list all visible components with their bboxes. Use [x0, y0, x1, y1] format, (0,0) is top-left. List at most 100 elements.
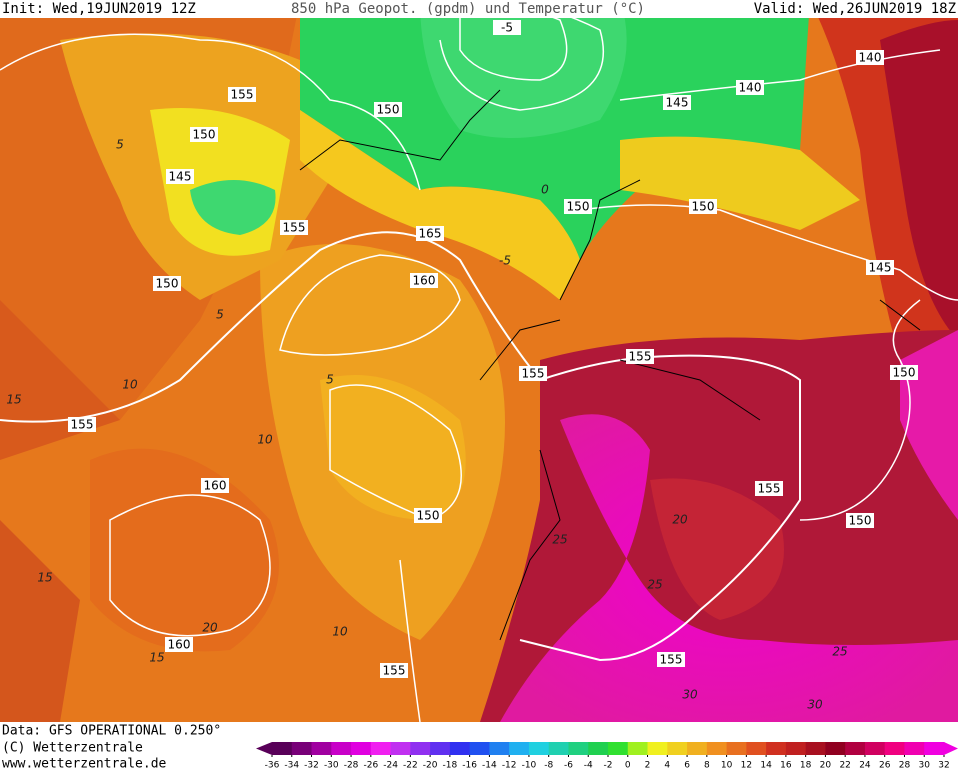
colorbar-tick-label: 10 [721, 761, 733, 770]
geopotential-label: 150 [692, 200, 715, 214]
contour-label-box [414, 508, 442, 523]
colorbar-cell [509, 742, 530, 755]
contour-label-box [374, 102, 402, 117]
contour-label-box [755, 481, 783, 496]
colorbar-cell [647, 742, 668, 755]
contour-label-box [153, 276, 181, 291]
data-source: Data: GFS OPERATIONAL 0.250° [2, 724, 221, 739]
colorbar-cell [588, 742, 609, 755]
colorbar-tick-label: 24 [859, 761, 871, 770]
temperature-label: 10 [122, 378, 138, 392]
contour-label-box [564, 199, 592, 214]
colorbar-tick-label: -32 [304, 761, 319, 770]
colorbar-cell [706, 742, 728, 755]
geopotential-label: 150 [156, 277, 179, 291]
colorbar-cell [449, 742, 471, 755]
contour-label-box [626, 349, 654, 364]
geopotential-label: 160 [413, 274, 436, 288]
colorbar-cell [528, 742, 550, 755]
geopotential-label: 155 [231, 88, 254, 102]
colorbar-tick-label: -18 [443, 761, 458, 770]
colorbar-tick-label: 14 [760, 761, 772, 770]
colorbar-cell [311, 742, 332, 755]
colorbar-tick-label: 30 [919, 761, 931, 770]
temperature-label: 30 [807, 698, 823, 712]
colorbar-tick-label: -10 [522, 761, 537, 770]
temperature-label: 0 [541, 183, 549, 197]
temperature-label: 25 [647, 578, 662, 592]
contour-label-box [68, 417, 96, 432]
colorbar-cell [568, 742, 589, 755]
temperature-label: 5 [116, 138, 124, 152]
colorbar-tick-label: -8 [544, 761, 553, 770]
geopotential-label: 155 [758, 482, 781, 496]
colorbar-tick-label: -36 [265, 761, 280, 770]
colorbar-cell [548, 742, 569, 755]
colorbar-cell [687, 742, 708, 755]
temperature-label: 10 [257, 433, 273, 447]
colorbar: -36 -34 -32 -30 -28 -26 -24 -22 -20 -18 -16 -14 -12-… [256, 742, 958, 770]
geopotential-label: 145 [869, 261, 892, 275]
contour-label-box [657, 652, 685, 667]
contour-label-box [165, 637, 193, 652]
colorbar-cell [489, 742, 510, 755]
colorbar-tick-label: -12 [502, 761, 517, 770]
colorbar-cell [924, 742, 945, 755]
colorbar-tick-label: 26 [879, 761, 891, 770]
colorbar-tick-label: -2 [604, 761, 613, 770]
contour-label-box [519, 366, 547, 381]
colorbar-cell [667, 742, 688, 755]
colorbar-cell [785, 742, 807, 755]
colorbar-cell [331, 742, 352, 755]
colorbar-tick-label: -20 [423, 761, 438, 770]
contour-label-box [416, 226, 444, 241]
colorbar-cell [272, 742, 293, 755]
geopotential-label: 155 [629, 350, 652, 364]
geopotential-label: 140 [859, 51, 882, 65]
colorbar-tick-label: 8 [704, 761, 710, 770]
contour-label-box [410, 273, 438, 288]
init-time: Init: Wed,19JUN2019 12Z [2, 1, 196, 17]
temperature-label: 15 [37, 571, 52, 585]
colorbar-tick-label: -4 [584, 761, 593, 770]
geopotential-label: 150 [893, 366, 916, 380]
colorbar-tick-label: 6 [684, 761, 690, 770]
map-field [0, 0, 958, 723]
colorbar-cell [766, 742, 787, 755]
temperature-label: 30 [682, 688, 698, 702]
colorbar-cell [351, 742, 372, 755]
colorbar-cell [864, 742, 886, 755]
geopotential-label: 145 [169, 170, 192, 184]
colorbar-arrow-left [256, 742, 272, 755]
map-title: 850 hPa Geopot. (gpdm) und Temperatur (°… [291, 1, 645, 17]
colorbar-tick-label: 12 [741, 761, 752, 770]
temperature-label: 15 [6, 393, 21, 407]
colorbar-cell [291, 742, 313, 755]
colorbar-tick-label: -16 [462, 761, 477, 770]
colorbar-tick-label: 28 [899, 761, 911, 770]
website: www.wetterzentrale.de [2, 757, 167, 770]
colorbar-tick-label: 16 [780, 761, 792, 770]
colorbar-cell [370, 742, 392, 755]
temperature-label: 5 [326, 373, 334, 387]
colorbar-tick-label: 20 [820, 761, 832, 770]
contour-label-box [280, 220, 308, 235]
colorbar-tick-label: -34 [284, 761, 299, 770]
geopotential-label: 155 [283, 221, 306, 235]
geopotential-label: 150 [849, 514, 872, 528]
colorbar-tick-label: -24 [383, 761, 398, 770]
colorbar-tick-label: 32 [938, 761, 949, 770]
colorbar-tick-label: 0 [625, 761, 631, 770]
colorbar-tick-label: -28 [344, 761, 359, 770]
colorbar-tick-label: -14 [482, 761, 497, 770]
temperature-label: 25 [832, 645, 847, 659]
geopotential-label: 150 [417, 509, 440, 523]
geopotential-label: 160 [204, 479, 227, 493]
colorbar-cell [430, 742, 451, 755]
contour-label-box [890, 365, 918, 380]
temperature-label: 25 [552, 533, 567, 547]
contour-label-box [846, 513, 874, 528]
colorbar-cell [746, 742, 767, 755]
